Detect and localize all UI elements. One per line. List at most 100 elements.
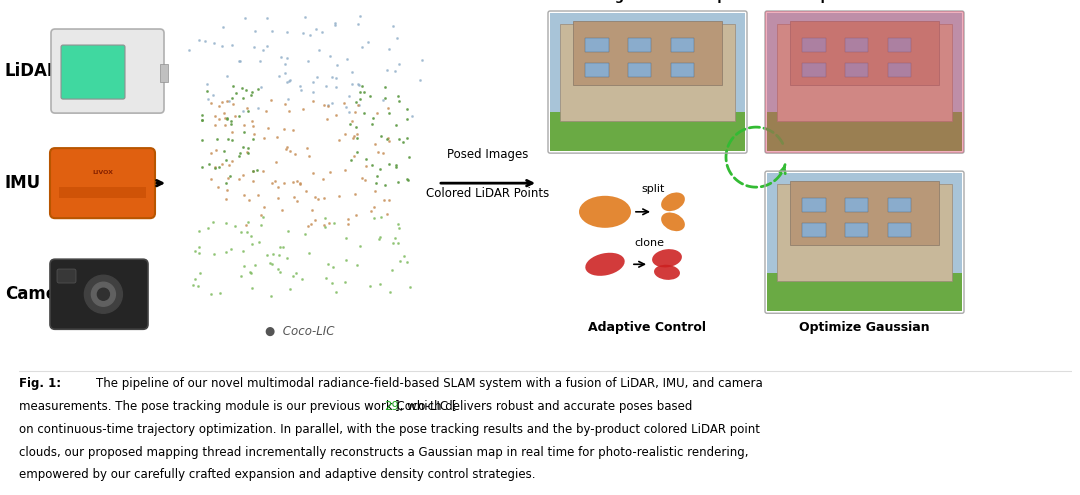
Point bbox=[211, 102, 228, 110]
Point bbox=[401, 284, 418, 292]
Point bbox=[363, 161, 380, 169]
Point bbox=[269, 265, 286, 273]
Point bbox=[204, 92, 221, 99]
Point bbox=[211, 289, 228, 297]
Point bbox=[193, 116, 211, 124]
Point bbox=[316, 223, 334, 231]
Point bbox=[270, 72, 287, 80]
FancyBboxPatch shape bbox=[765, 11, 964, 153]
Point bbox=[278, 143, 295, 151]
Point bbox=[322, 168, 339, 176]
Point bbox=[303, 88, 321, 96]
Point bbox=[193, 116, 211, 124]
Point bbox=[217, 121, 234, 129]
FancyBboxPatch shape bbox=[777, 24, 953, 121]
Point bbox=[252, 211, 269, 219]
Point bbox=[305, 98, 322, 105]
FancyBboxPatch shape bbox=[888, 63, 912, 77]
Point bbox=[190, 227, 207, 235]
Point bbox=[271, 268, 288, 276]
Text: 29: 29 bbox=[384, 400, 400, 413]
Point bbox=[330, 192, 348, 200]
Point bbox=[326, 19, 343, 27]
Point bbox=[348, 211, 365, 219]
Point bbox=[411, 76, 429, 84]
Point bbox=[403, 112, 420, 120]
Point bbox=[381, 109, 399, 117]
Point bbox=[387, 67, 404, 75]
Point bbox=[222, 95, 240, 102]
Point bbox=[280, 107, 297, 115]
Point bbox=[272, 53, 289, 61]
Point bbox=[384, 239, 402, 247]
Point bbox=[368, 172, 386, 180]
Point bbox=[186, 275, 203, 283]
Point bbox=[279, 54, 296, 62]
Point bbox=[337, 234, 354, 242]
Point bbox=[370, 235, 388, 243]
Point bbox=[231, 148, 248, 156]
Point bbox=[245, 43, 262, 51]
Point bbox=[234, 94, 252, 102]
Point bbox=[249, 104, 267, 112]
Point bbox=[298, 144, 315, 151]
Point bbox=[381, 288, 399, 296]
Point bbox=[227, 222, 244, 230]
Point bbox=[237, 86, 254, 94]
Point bbox=[253, 83, 270, 91]
Point bbox=[244, 122, 261, 130]
FancyBboxPatch shape bbox=[51, 29, 164, 113]
Point bbox=[394, 138, 411, 146]
Point bbox=[254, 167, 271, 175]
Point bbox=[323, 73, 340, 81]
FancyBboxPatch shape bbox=[50, 259, 148, 329]
Point bbox=[191, 36, 208, 44]
Point bbox=[205, 39, 222, 47]
Point bbox=[343, 80, 361, 88]
Point bbox=[366, 214, 383, 222]
Point bbox=[315, 194, 333, 202]
FancyBboxPatch shape bbox=[802, 223, 825, 237]
Point bbox=[249, 85, 267, 93]
Point bbox=[338, 55, 355, 63]
Point bbox=[243, 88, 260, 96]
Point bbox=[270, 184, 287, 192]
FancyBboxPatch shape bbox=[160, 64, 168, 83]
Point bbox=[328, 61, 346, 69]
Point bbox=[278, 28, 295, 36]
Point bbox=[368, 180, 386, 188]
Point bbox=[347, 108, 364, 116]
Point bbox=[225, 83, 242, 91]
Point bbox=[221, 172, 239, 180]
Text: on continuous-time trajectory optimization. In parallel, with the pose tracking : on continuous-time trajectory optimizati… bbox=[19, 423, 760, 436]
Point bbox=[285, 193, 302, 201]
Point bbox=[282, 77, 299, 85]
Point bbox=[264, 260, 281, 268]
Point bbox=[302, 220, 320, 228]
Point bbox=[234, 171, 252, 179]
Point bbox=[399, 105, 416, 113]
Point bbox=[231, 57, 248, 65]
Text: Posed Images: Posed Images bbox=[447, 148, 529, 161]
Point bbox=[235, 128, 253, 136]
Point bbox=[355, 109, 373, 117]
Point bbox=[267, 158, 284, 166]
Text: clouds, our proposed mapping thread incrementally reconstructs a Gaussian map in: clouds, our proposed mapping thread incr… bbox=[19, 446, 748, 459]
Point bbox=[316, 214, 334, 222]
Point bbox=[327, 288, 345, 296]
Point bbox=[390, 224, 407, 232]
Text: IMU: IMU bbox=[5, 174, 41, 192]
Point bbox=[372, 281, 389, 289]
Point bbox=[285, 179, 302, 187]
Ellipse shape bbox=[652, 249, 681, 267]
Point bbox=[185, 282, 202, 290]
Point bbox=[336, 278, 353, 286]
Point bbox=[330, 136, 348, 144]
Point bbox=[197, 37, 214, 45]
Point bbox=[243, 241, 260, 248]
Point bbox=[300, 152, 318, 160]
Point bbox=[220, 174, 238, 182]
Point bbox=[190, 243, 207, 251]
Point bbox=[206, 163, 224, 171]
Point bbox=[232, 228, 249, 236]
